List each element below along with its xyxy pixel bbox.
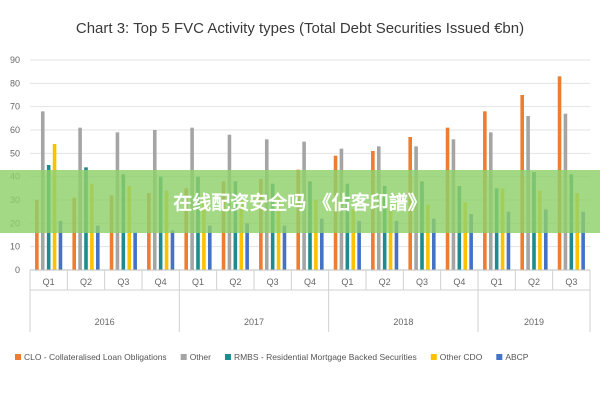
bar bbox=[35, 200, 39, 270]
x-tick-label: Q2 bbox=[528, 277, 540, 287]
legend-swatch bbox=[496, 354, 503, 360]
bar bbox=[506, 211, 511, 270]
bar bbox=[581, 211, 585, 270]
bar bbox=[96, 225, 100, 270]
chart-title: Chart 3: Top 5 FVC Activity types (Total… bbox=[76, 20, 524, 37]
y-tick-label: 10 bbox=[10, 242, 20, 252]
x-tick-label: Q4 bbox=[453, 277, 465, 287]
legend-label: Other bbox=[190, 352, 211, 362]
bar bbox=[357, 221, 361, 270]
banner-background bbox=[0, 170, 600, 233]
legend-label: RMBS - Residential Mortgage Backed Secur… bbox=[234, 352, 417, 362]
bar bbox=[72, 197, 76, 270]
x-tick-label: Q2 bbox=[379, 277, 391, 287]
y-tick-label: 80 bbox=[10, 78, 20, 88]
legend-label: ABCP bbox=[505, 352, 528, 362]
bar bbox=[388, 209, 393, 270]
x-tick-label: Q2 bbox=[229, 277, 241, 287]
x-tick-label: Q3 bbox=[117, 277, 129, 287]
legend-swatch bbox=[15, 354, 21, 360]
y-tick-label: 70 bbox=[10, 102, 20, 112]
bar bbox=[133, 232, 137, 270]
legend-swatch bbox=[224, 354, 231, 360]
y-axis: 0102030405060708090 bbox=[10, 55, 20, 275]
y-tick-label: 0 bbox=[15, 265, 20, 275]
group-label: 2019 bbox=[524, 317, 544, 327]
x-tick-label: Q3 bbox=[267, 277, 279, 287]
bar bbox=[394, 221, 399, 270]
group-label: 2018 bbox=[393, 317, 413, 327]
legend-swatch bbox=[430, 354, 437, 360]
x-tick-label: Q3 bbox=[565, 277, 577, 287]
bar bbox=[208, 225, 212, 270]
overlay-banner: 在线配资安全吗 《佔客印譜》 bbox=[0, 170, 600, 233]
legend-label: Other CDO bbox=[440, 352, 483, 362]
y-tick-label: 60 bbox=[10, 125, 20, 135]
x-tick-label: Q3 bbox=[416, 277, 428, 287]
bar bbox=[463, 202, 468, 270]
bar bbox=[432, 218, 436, 270]
x-tick-label: Q2 bbox=[80, 277, 92, 287]
bar bbox=[320, 218, 324, 270]
y-tick-label: 90 bbox=[10, 55, 20, 65]
group-label: 2016 bbox=[95, 317, 115, 327]
y-tick-label: 50 bbox=[10, 148, 20, 158]
legend-swatch bbox=[180, 354, 187, 360]
bar bbox=[544, 209, 548, 270]
bar bbox=[469, 214, 473, 270]
legend-label: CLO - Collateralised Loan Obligations bbox=[24, 352, 167, 362]
x-tick-label: Q1 bbox=[341, 277, 353, 287]
x-tick-label: Q1 bbox=[491, 277, 503, 287]
bar bbox=[351, 209, 356, 270]
x-axis: Q1 Q2 Q3 Q4 Q1 Q2 Q3 Q4 Q1 Q2 Q3 Q4 Q1 Q2 Q3 2016 2017 20… bbox=[29, 269, 591, 332]
bar bbox=[282, 225, 287, 270]
bar bbox=[245, 223, 249, 270]
bar bbox=[58, 221, 63, 270]
bar bbox=[170, 230, 175, 270]
bar bbox=[239, 200, 244, 270]
legend: CLO - Collateralised Loan Obligations Oth… bbox=[15, 352, 529, 362]
x-tick-label: Q1 bbox=[192, 277, 204, 287]
bar bbox=[314, 200, 318, 270]
bar bbox=[276, 197, 281, 270]
x-tick-label: Q4 bbox=[155, 277, 167, 287]
group-label: 2017 bbox=[244, 317, 264, 327]
x-tick-label: Q4 bbox=[304, 277, 316, 287]
banner-text: 在线配资安全吗 《佔客印譜》 bbox=[173, 191, 427, 214]
x-tick-label: Q1 bbox=[43, 277, 55, 287]
bar bbox=[426, 204, 430, 270]
